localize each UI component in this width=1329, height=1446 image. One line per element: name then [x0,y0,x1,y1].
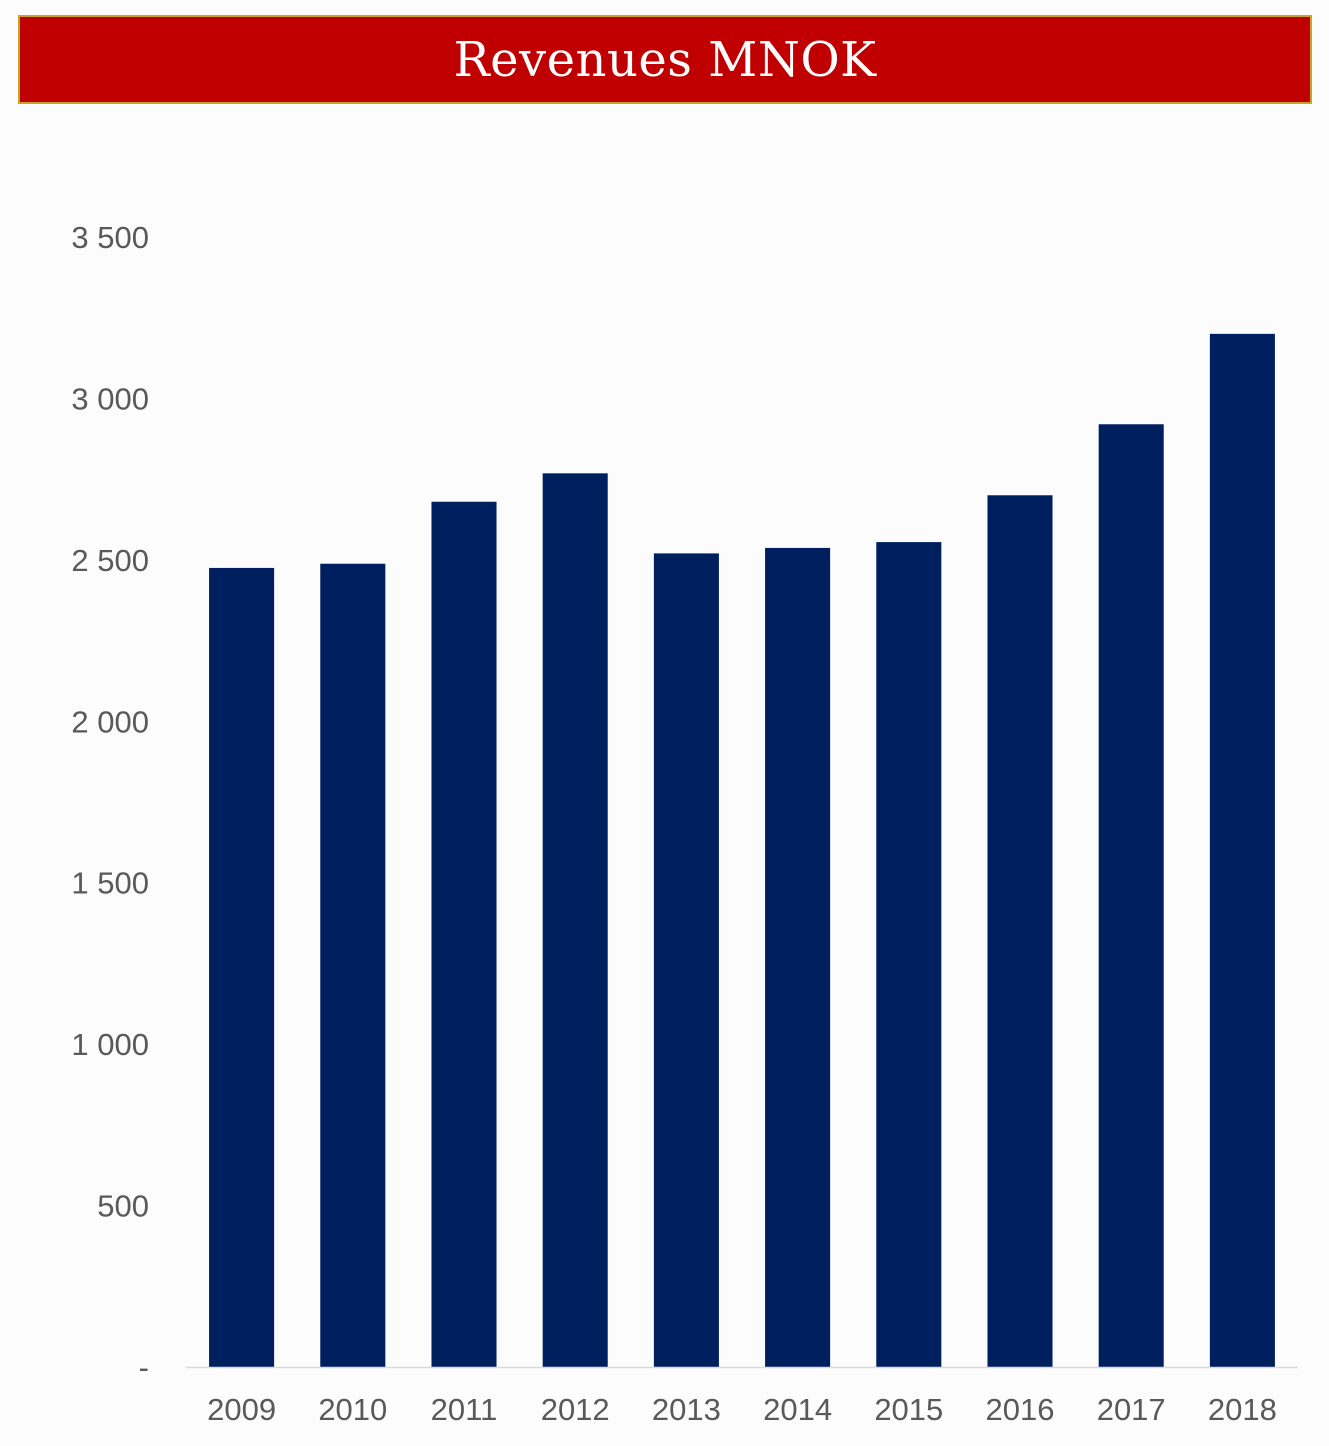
bar-2015 [876,542,942,1367]
y-tick-label: 1 000 [71,1027,149,1062]
y-tick-label: 2 500 [71,543,149,578]
bar-2010 [320,563,386,1367]
y-tick-label: - [139,1350,149,1385]
x-tick-label: 2014 [763,1392,832,1427]
chart-title: Revenues MNOK [453,31,877,88]
x-tick-label: 2018 [1208,1392,1277,1427]
bar-2014 [765,547,831,1367]
x-tick-label: 2010 [318,1392,387,1427]
bar-2011 [431,501,497,1367]
y-tick-label: 3 000 [71,381,149,416]
x-axis: 2009 2010 2011 2012 2013 2014 2015 2016 2017 2018 [207,1392,1277,1427]
y-axis: - 500 1 000 1 500 2 000 2 500 3 000 3 500 [71,220,149,1385]
x-tick-label: 2016 [986,1392,1055,1427]
y-tick-label: 3 500 [71,220,149,255]
x-tick-label: 2012 [541,1392,610,1427]
x-tick-label: 2017 [1097,1392,1166,1427]
bar-2012 [542,473,608,1367]
x-tick-label: 2009 [207,1392,276,1427]
bar-2009 [209,567,275,1367]
chart-title-banner: Revenues MNOK [18,15,1312,104]
y-tick-label: 1 500 [71,866,149,901]
bars [209,333,1275,1367]
bar-2016 [987,495,1053,1367]
y-tick-label: 500 [97,1189,149,1224]
x-tick-label: 2013 [652,1392,721,1427]
x-tick-label: 2011 [431,1392,498,1427]
bar-2018 [1209,333,1275,1367]
bar-2013 [653,553,719,1367]
bar-2017 [1098,424,1164,1367]
y-tick-label: 2 000 [71,704,149,739]
x-tick-label: 2015 [874,1392,943,1427]
